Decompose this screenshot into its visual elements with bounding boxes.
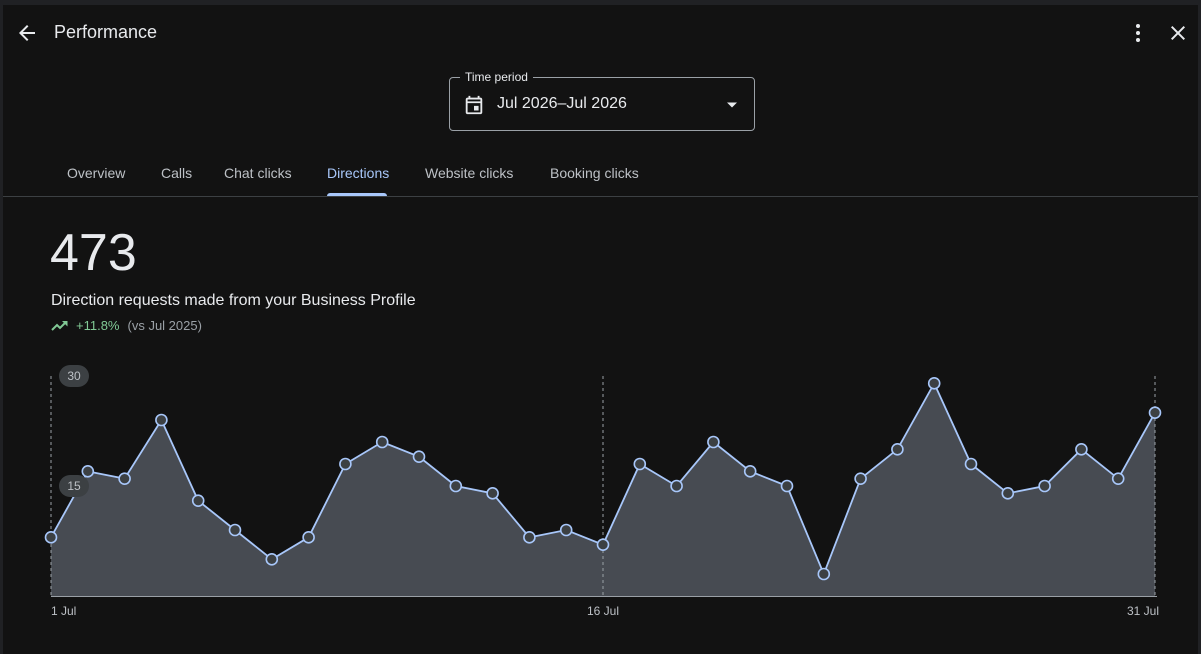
chart-data-point — [1001, 487, 1015, 500]
directions-chart: 30 15 1 Jul 16 Jul 31 Jul — [44, 365, 1162, 618]
trend-row: +11.8% (vs Jul 2025) — [51, 318, 202, 333]
trend-percentage: +11.8% — [76, 318, 120, 333]
trending-up-icon — [51, 320, 68, 331]
metric-description: Direction requests made from your Busine… — [51, 292, 416, 309]
y-tick-label: 30 — [67, 369, 81, 383]
chart-data-point — [1038, 479, 1051, 493]
chart-data-point — [927, 377, 941, 390]
tab-booking-clicks[interactable]: Booking clicks — [550, 165, 639, 181]
tab-chat-clicks[interactable]: Chat clicks — [224, 165, 292, 181]
chart-data-point — [44, 531, 58, 544]
chart-data-point — [743, 465, 757, 478]
chart-data-point — [81, 465, 95, 478]
chart-data-point — [1148, 406, 1162, 419]
x-tick-label: 1 Jul — [51, 604, 76, 618]
chart-data-point — [302, 531, 315, 544]
chart-data-point — [412, 450, 426, 463]
chart-data-point — [964, 457, 978, 471]
chart-data-point — [707, 435, 720, 449]
calendar-icon — [465, 95, 483, 115]
chart-area — [51, 383, 1155, 596]
tab-directions[interactable]: Directions — [327, 155, 389, 196]
y-tick-label: 15 — [67, 479, 81, 493]
top-bar: Performance — [3, 5, 1198, 61]
chart-data-point — [596, 538, 610, 551]
x-tick-label: 16 Jul — [587, 604, 619, 618]
y-tick-pill — [59, 475, 89, 497]
chart-data-point — [780, 479, 794, 493]
chart-data-point — [817, 567, 831, 581]
chart-data-point — [228, 523, 242, 537]
chart-data-point — [559, 523, 573, 537]
performance-dialog: Performance Time period Jul 2026–Jul 202… — [3, 5, 1198, 654]
tab-calls[interactable]: Calls — [161, 165, 193, 181]
chart-data-point — [339, 457, 352, 471]
chart-data-point — [265, 553, 279, 566]
chart-data-point — [891, 443, 904, 456]
more-options-button[interactable] — [1120, 15, 1156, 51]
chart-data-point — [191, 494, 205, 507]
chart-data-point — [523, 531, 536, 544]
page-title: Performance — [54, 22, 158, 42]
dropdown-arrow-icon — [727, 102, 737, 108]
chart-data-point — [670, 479, 683, 493]
close-icon — [1171, 26, 1185, 40]
time-period-value: Jul 2026–Jul 2026 — [497, 95, 627, 112]
y-tick-pill — [59, 365, 89, 387]
chart-data-point — [486, 487, 499, 500]
chart-data-point — [854, 472, 867, 485]
close-button[interactable] — [1160, 15, 1196, 51]
time-period-label: Time period — [460, 70, 533, 84]
tab-bar: Overview Calls Chat clicks Directions We… — [3, 155, 1198, 197]
chart-data-point — [1075, 443, 1088, 456]
tab-website-clicks[interactable]: Website clicks — [425, 165, 514, 181]
chart-data-point — [1111, 472, 1125, 485]
more-vert-icon — [1136, 24, 1140, 42]
chart-data-point — [375, 435, 389, 449]
chart-data-point — [118, 472, 131, 485]
chart-data-point — [633, 457, 647, 471]
back-button[interactable] — [9, 15, 45, 51]
time-period-select[interactable]: Time period Jul 2026–Jul 2026 — [449, 70, 755, 131]
trend-comparison: (vs Jul 2025) — [127, 318, 202, 333]
arrow-back-icon — [19, 25, 35, 41]
tab-overview[interactable]: Overview — [67, 165, 126, 181]
total-value: 473 — [50, 224, 137, 282]
chart-data-point — [155, 413, 168, 427]
chart-data-point — [449, 479, 463, 493]
x-tick-label: 31 Jul — [1127, 604, 1159, 618]
